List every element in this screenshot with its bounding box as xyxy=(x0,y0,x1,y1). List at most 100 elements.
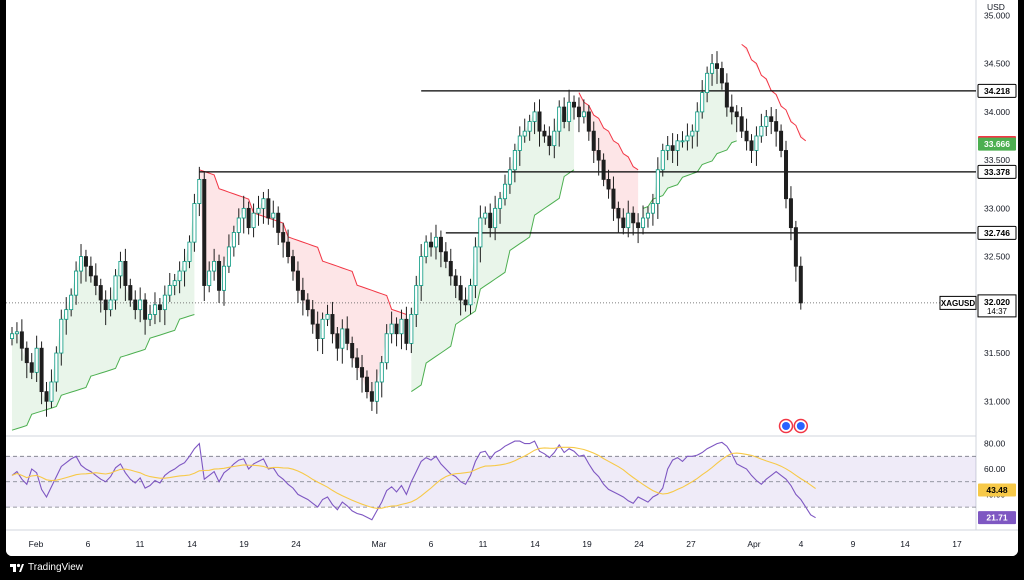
candle xyxy=(133,299,138,311)
candle xyxy=(764,116,769,127)
candle xyxy=(305,299,310,311)
candle xyxy=(10,333,15,339)
candle xyxy=(54,352,59,383)
candle xyxy=(576,106,581,118)
candle xyxy=(621,217,626,229)
candle xyxy=(448,261,453,277)
candle xyxy=(157,304,162,311)
candle xyxy=(345,328,350,344)
tradingview-logo-icon xyxy=(10,563,24,572)
candle xyxy=(202,179,207,286)
time-tick-label: 6 xyxy=(86,539,91,549)
candle xyxy=(369,391,374,402)
price-tick-label: 34.500 xyxy=(984,59,1010,69)
candle xyxy=(729,106,734,113)
candle xyxy=(34,347,39,373)
candle xyxy=(562,106,567,122)
candle xyxy=(281,232,286,243)
candle xyxy=(793,227,798,267)
candle xyxy=(118,261,123,277)
candle xyxy=(93,275,98,286)
candle xyxy=(187,241,192,262)
candle xyxy=(266,198,271,219)
candle xyxy=(98,285,103,301)
candle xyxy=(522,130,527,137)
candle xyxy=(532,111,537,122)
candle xyxy=(143,299,148,320)
candle xyxy=(424,241,429,257)
supertrend-price-badge: 33.666 xyxy=(978,137,1016,151)
supertrend-line-down xyxy=(741,44,807,142)
candle xyxy=(83,256,88,267)
candle xyxy=(128,285,133,301)
candle xyxy=(463,299,468,306)
candle xyxy=(88,265,93,277)
candle xyxy=(409,314,414,344)
candle xyxy=(606,179,611,190)
chart-canvas[interactable]: USD31.00031.50032.00032.50033.00033.5003… xyxy=(6,0,1018,556)
candle xyxy=(502,183,507,200)
candle xyxy=(695,111,700,132)
time-tick-label: 19 xyxy=(582,539,592,549)
candle xyxy=(547,135,552,147)
chart-panel[interactable]: USD31.00031.50032.00032.50033.00033.5003… xyxy=(6,0,1018,556)
rsi-value-badge: 21.71 xyxy=(978,511,1016,525)
candle xyxy=(261,198,266,209)
candle xyxy=(670,145,675,151)
candle xyxy=(310,309,315,325)
candle xyxy=(680,140,685,143)
time-tick-label: 6 xyxy=(429,539,434,549)
candle xyxy=(788,198,793,229)
last-price-value: 32.020 xyxy=(984,297,1010,307)
candle xyxy=(660,150,665,171)
candle xyxy=(295,270,300,291)
candle xyxy=(690,130,695,137)
level-price-badge: 34.218 xyxy=(977,83,1017,98)
candle xyxy=(360,367,365,378)
candle xyxy=(291,256,296,272)
symbol-text: XAGUSD xyxy=(941,299,975,308)
candle xyxy=(626,212,631,229)
candle xyxy=(488,212,493,229)
candle xyxy=(172,280,177,286)
candle xyxy=(581,111,586,118)
badge-bg xyxy=(978,137,1016,151)
candle xyxy=(685,135,690,142)
candle xyxy=(443,251,448,262)
time-tick-label: Mar xyxy=(372,539,387,549)
candle xyxy=(724,82,729,108)
candle xyxy=(655,169,660,204)
candle xyxy=(330,314,335,335)
candle xyxy=(517,135,522,151)
candle xyxy=(759,125,764,137)
candle xyxy=(182,261,187,272)
symbol-label: XAGUSD xyxy=(939,295,977,310)
time-tick-label: 24 xyxy=(291,539,301,549)
candle xyxy=(591,130,596,151)
supertrend-line-up xyxy=(11,314,195,431)
price-tick-label: 34.000 xyxy=(984,107,1010,117)
time-tick-label: 14 xyxy=(900,539,910,549)
candle xyxy=(251,212,256,229)
candle xyxy=(29,362,34,373)
rsi-tick-label: 60.00 xyxy=(984,464,1006,474)
candle xyxy=(394,323,399,335)
candle xyxy=(39,347,44,393)
candle xyxy=(384,333,389,364)
time-tick-label: 24 xyxy=(634,539,644,549)
candle xyxy=(572,101,577,108)
candle xyxy=(103,299,108,311)
candle xyxy=(207,270,212,286)
candle xyxy=(74,270,79,296)
candle xyxy=(226,246,231,267)
candle xyxy=(389,323,394,335)
supertrend-line-down xyxy=(199,169,407,315)
footer-bar: TradingView xyxy=(0,556,1024,580)
supertrend-line-up xyxy=(411,169,575,393)
candle xyxy=(64,309,69,320)
candle xyxy=(754,135,759,151)
candle xyxy=(453,275,458,286)
candle xyxy=(567,101,572,122)
symbol-bg xyxy=(939,295,977,310)
